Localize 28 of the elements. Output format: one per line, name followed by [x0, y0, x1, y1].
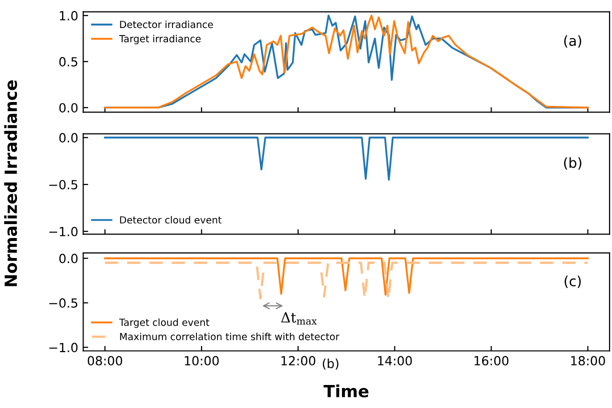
x-tick-label: 10:00 [184, 356, 219, 366]
x-tick-label: 08:00 [88, 356, 122, 366]
legend-label: Maximum correlation time shift with detector [120, 332, 340, 340]
annotation: (b) [564, 157, 582, 170]
x-tick-label: 18:00 [571, 356, 606, 366]
line-series [104, 136, 589, 181]
y-tick-label: 0.0 [59, 103, 78, 113]
annotation: (a) [564, 35, 582, 48]
text: (b) [322, 358, 338, 370]
y-tick-label: −0.5 [49, 180, 78, 190]
y-tick-label: −0.5 [49, 298, 78, 308]
y-tick-label: 0.5 [59, 57, 78, 66]
annotation: Δt$_{max}$ [281, 312, 317, 325]
x-tick-label: 14:00 [378, 356, 412, 366]
annotation: (c) [564, 276, 581, 288]
y-tick-label: 0.0 [59, 254, 78, 264]
y-tick-label: 0.0 [59, 133, 78, 143]
legend-label: Target irradiance [119, 34, 201, 44]
legend-label: Detector cloud event [120, 216, 222, 224]
x-axis-title: Time [324, 384, 368, 398]
y-axis-title: Normalized Irradiance [4, 80, 18, 286]
x-tick-label: 16:00 [474, 356, 508, 366]
y-tick-label: 1.0 [60, 10, 78, 20]
legend-label: Target cloud event [119, 318, 210, 328]
legend-label: Detector irradiance [120, 20, 213, 28]
x-tick-label: 12:00 [281, 356, 316, 366]
y-tick-label: −1.0 [49, 226, 78, 236]
y-tick-label: −1.0 [49, 342, 78, 352]
